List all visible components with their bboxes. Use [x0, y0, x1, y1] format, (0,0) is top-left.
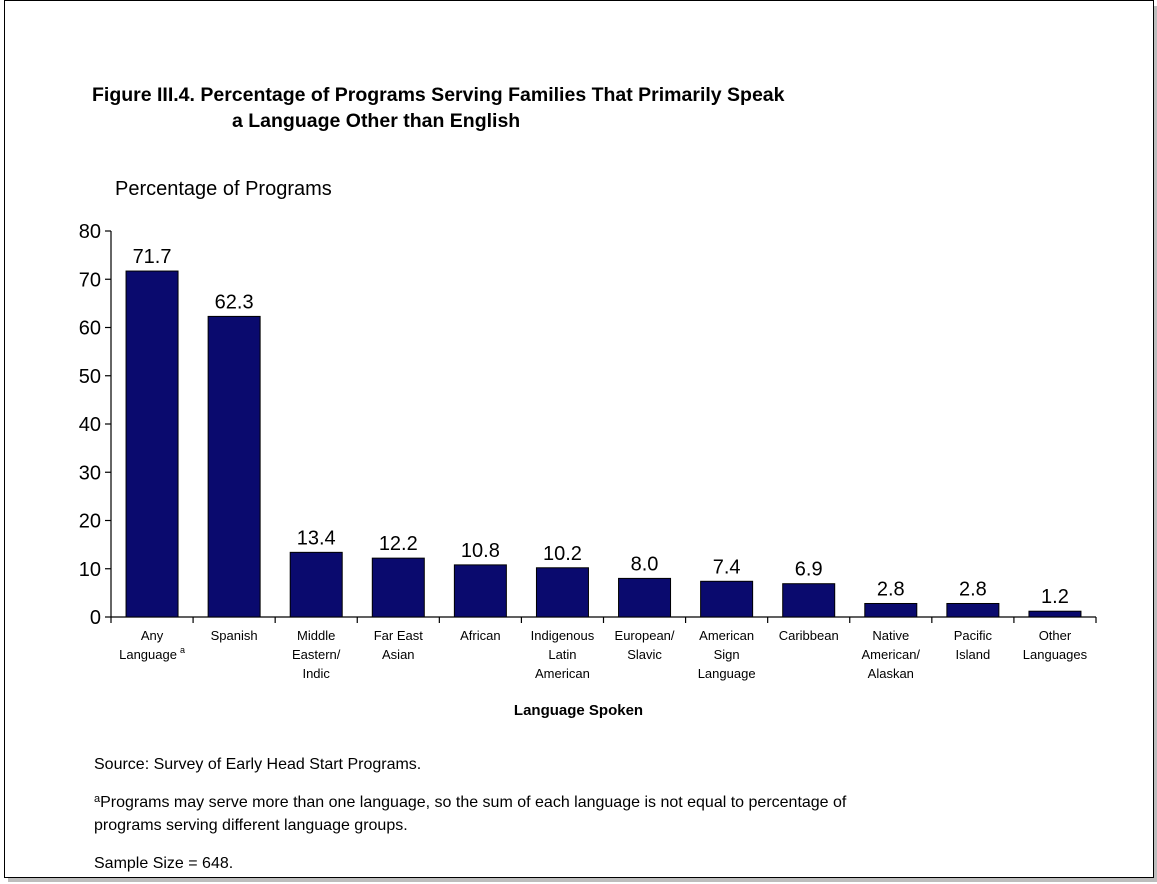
x-tick-label: Other [1039, 628, 1072, 643]
figure-frame [4, 0, 1154, 878]
bar [782, 583, 836, 618]
data-label: 62.3 [215, 291, 254, 313]
x-tick-label: Pacific [954, 628, 993, 643]
y-tick-label: 80 [79, 221, 101, 243]
x-tick-label: Alaskan [868, 666, 914, 681]
x-tick-label: American [699, 628, 754, 643]
footnote-line1: aPrograms may serve more than one langua… [94, 793, 846, 812]
x-tick-label: Sign [714, 647, 740, 662]
x-axis-label: Language Spoken [513, 702, 644, 719]
x-tick-label: Native [872, 628, 909, 643]
source-note: Source: Survey of Early Head Start Progr… [94, 756, 422, 773]
x-tick-label: Caribbean [779, 628, 839, 643]
footnote-line2: programs serving different language grou… [94, 817, 408, 834]
data-label: 2.8 [877, 578, 905, 600]
y-axis-label: Percentage of Programs [115, 178, 332, 200]
bar [864, 602, 918, 618]
y-tick-label: 20 [79, 511, 101, 533]
superscript-marker: a [180, 645, 185, 655]
x-tick-label: Slavic [627, 647, 662, 662]
bar [207, 315, 261, 618]
x-tick-label: Language a [119, 645, 185, 662]
x-tick-label: Indigenous [531, 628, 595, 643]
data-label: 71.7 [133, 246, 172, 268]
y-tick-label: 40 [79, 414, 101, 436]
bar [453, 564, 507, 618]
x-tick-label: Spanish [211, 628, 258, 643]
y-tick-label: 50 [79, 366, 101, 388]
data-label: 1.2 [1041, 586, 1069, 608]
data-label: 13.4 [297, 527, 336, 549]
data-label: 12.2 [379, 533, 418, 555]
data-label: 10.2 [543, 543, 582, 565]
y-tick-label: 60 [79, 318, 101, 340]
x-tick-label: European/ [615, 628, 675, 643]
bar [125, 270, 179, 618]
x-tick-label: Language [698, 666, 756, 681]
x-tick-label: Island [956, 647, 991, 662]
data-label: 6.9 [795, 559, 823, 581]
data-label: 8.0 [631, 553, 659, 575]
x-tick-label: Any [141, 628, 164, 643]
x-tick-label: Middle [297, 628, 335, 643]
x-tick-label: Indic [302, 666, 330, 681]
bar [700, 580, 754, 618]
bar [371, 557, 425, 618]
y-tick-label: 30 [79, 462, 101, 484]
y-tick-label: 0 [90, 607, 101, 629]
frame-shadow-right [1154, 6, 1157, 882]
footnote-marker: a [94, 793, 101, 805]
bar [535, 567, 589, 618]
bar [946, 602, 1000, 618]
y-tick-label: 70 [79, 269, 101, 291]
chart-title-line2: a Language Other than English [232, 110, 521, 132]
x-tick-label: Asian [382, 647, 415, 662]
bar [1028, 610, 1082, 618]
frame-shadow-bottom [8, 878, 1157, 882]
x-tick-label: African [460, 628, 500, 643]
data-label: 2.8 [959, 578, 987, 600]
x-tick-label: Languages [1023, 647, 1088, 662]
data-label: 10.8 [461, 540, 500, 562]
bar [618, 577, 672, 618]
footnote-text: Programs may serve more than one languag… [100, 794, 847, 811]
x-tick-label: Latin [548, 647, 576, 662]
x-tick-label: American/ [862, 647, 921, 662]
bar [289, 551, 343, 618]
y-tick-label: 10 [79, 559, 101, 581]
data-label: 7.4 [713, 556, 741, 578]
x-tick-label: Eastern/ [292, 647, 341, 662]
x-tick-label: Far East [374, 628, 424, 643]
sample-size-note: Sample Size = 648. [94, 855, 234, 872]
chart-title-line1: Figure III.4. Percentage of Programs Ser… [92, 84, 785, 106]
x-tick-label: American [535, 666, 590, 681]
